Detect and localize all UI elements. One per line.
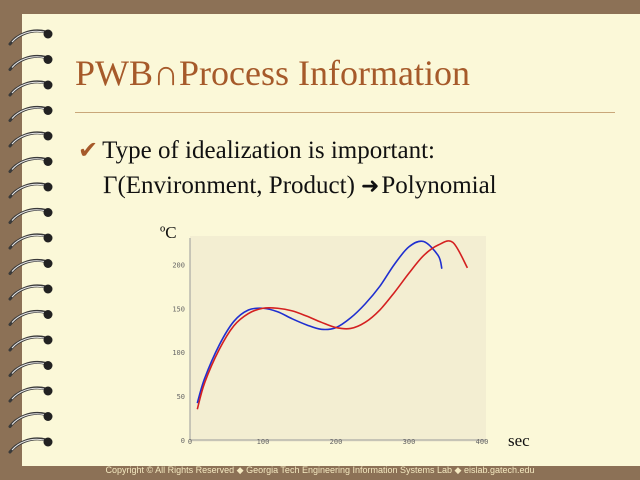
binding-ring xyxy=(8,259,53,275)
plot-background xyxy=(190,236,486,442)
series-lines xyxy=(196,240,469,410)
subline-result: Polynomial xyxy=(381,172,497,199)
bullet-text: Type of idealization is important: xyxy=(102,137,435,164)
y-tick-label: 100 xyxy=(172,349,185,357)
y-axis-label: ºC xyxy=(160,223,177,242)
x-tick-label: 300 xyxy=(403,438,416,446)
footer-copyright: Copyright © All Rights Reserved ◆ Georgi… xyxy=(105,465,535,475)
binding-ring xyxy=(8,208,53,224)
binding-ring xyxy=(8,29,53,46)
x-tick-label: 100 xyxy=(257,438,270,446)
binding-ring xyxy=(8,310,53,326)
x-tick-label: 400 xyxy=(476,438,489,446)
binding-ring xyxy=(8,157,53,173)
binding-ring xyxy=(8,335,53,352)
y-tick-label: 150 xyxy=(172,305,185,313)
y-tick-label: 200 xyxy=(172,261,185,269)
x-tick-label: 200 xyxy=(330,438,343,446)
series-line-red xyxy=(196,240,469,410)
spiral-binding xyxy=(8,29,53,454)
binding-ring xyxy=(8,233,53,250)
binding-ring xyxy=(8,361,53,377)
arrow-right-icon: ➜ xyxy=(360,174,380,199)
binding-ring xyxy=(8,412,53,428)
checkmark-icon: ✔ xyxy=(78,136,99,164)
binding-ring xyxy=(8,55,53,71)
x-ticks: 0 100 200 300 400 xyxy=(188,438,488,446)
binding-ring xyxy=(8,437,53,454)
y-tick-label: 0 xyxy=(181,437,185,445)
title-divider xyxy=(75,112,615,113)
binding-ring xyxy=(8,386,53,403)
x-axis-label: sec xyxy=(508,431,530,450)
bullet-item: ✔ Type of idealization is important: xyxy=(78,136,435,165)
binding-ring xyxy=(8,284,53,301)
binding-ring xyxy=(8,106,53,122)
slide-title: PWB∩Process Information xyxy=(75,53,470,93)
y-ticks: 0 50 100 150 200 xyxy=(172,261,185,445)
x-tick-label: 0 xyxy=(188,438,192,446)
series-line-blue xyxy=(196,240,443,404)
binding-ring xyxy=(8,182,53,199)
binding-ring xyxy=(8,80,53,97)
binding-ring xyxy=(8,131,53,148)
y-tick-label: 50 xyxy=(177,393,185,401)
bullet-subline: Γ(Environment, Product) ➜Polynomial xyxy=(103,172,497,200)
subline-text: Γ(Environment, Product) xyxy=(103,172,355,199)
